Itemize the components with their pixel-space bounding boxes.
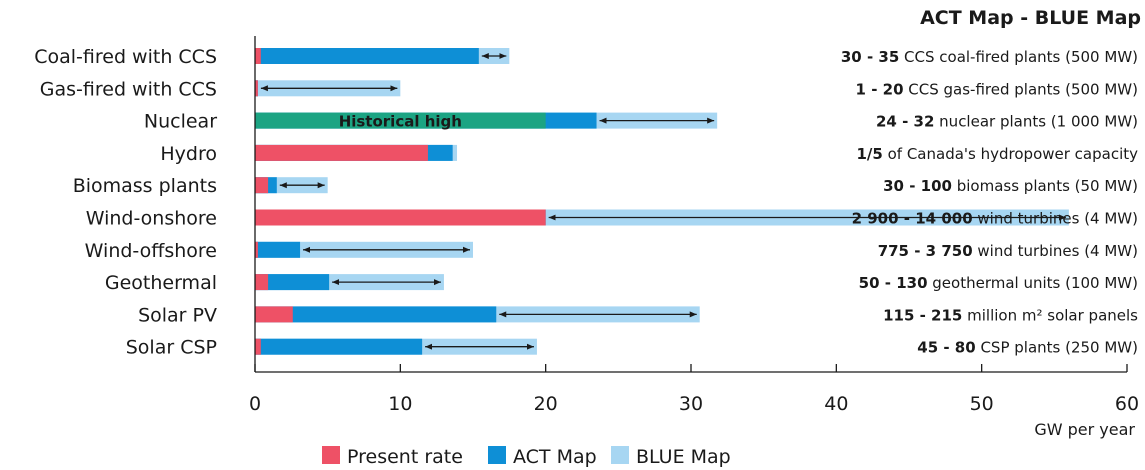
category-note: 30 - 100 biomass plants (50 MW) <box>883 177 1138 195</box>
category-label: Gas-fired with CCS <box>40 78 217 100</box>
legend-swatch <box>488 446 506 464</box>
category-note: 1 - 20 CCS gas-fired plants (500 MW) <box>856 80 1138 98</box>
bar-group <box>255 306 700 323</box>
legend-swatch <box>611 446 629 464</box>
bar-act-map <box>255 338 423 355</box>
note-text: nuclear plants (1 000 MW) <box>934 113 1138 131</box>
category-label: Solar CSP <box>126 337 217 359</box>
note-range: 30 - 35 <box>841 48 899 66</box>
bar-present-rate <box>255 177 269 194</box>
bar-act-map <box>255 241 301 258</box>
legend-label: BLUE Map <box>636 446 731 468</box>
bar-group <box>255 274 444 291</box>
category-label: Nuclear <box>144 111 217 133</box>
bar-present-rate <box>255 241 258 258</box>
note-range: 115 - 215 <box>883 306 962 324</box>
legend-label: Present rate <box>347 446 463 468</box>
note-text: wind turbines (4 MW) <box>973 210 1138 228</box>
x-tick-label: 10 <box>388 393 412 415</box>
legend: Present rate ACT Map BLUE Map <box>322 446 731 468</box>
bar-act-map <box>255 306 497 323</box>
bar-group: Historical high <box>255 112 718 131</box>
bar-historical-high <box>255 112 546 129</box>
category-note: 775 - 3 750 wind turbines (4 MW) <box>878 242 1138 260</box>
category-label: Wind-offshore <box>85 240 217 262</box>
bar-present-rate <box>255 144 428 161</box>
note-range: 50 - 130 <box>859 274 928 292</box>
category-note: 115 - 215 million m² solar panels <box>883 306 1138 324</box>
category-note: 45 - 80 CSP plants (250 MW) <box>917 339 1138 357</box>
x-tick-label: 60 <box>1115 393 1139 415</box>
note-range: 775 - 3 750 <box>878 242 973 260</box>
annotations: 30 - 35 CCS coal-fired plants (500 MW) 1 … <box>841 48 1138 357</box>
bar-present-rate <box>255 274 269 291</box>
bar-group <box>255 144 458 161</box>
x-tick-label: 30 <box>679 393 703 415</box>
category-note: 1/5 of Canada's hydropower capacity <box>856 145 1138 163</box>
category-note: 2 900 - 14 000 wind turbines (4 MW) <box>852 210 1138 228</box>
x-tick-label: 40 <box>824 393 848 415</box>
note-range: 1 - 20 <box>856 80 904 98</box>
chart-title: ACT Map - BLUE Map <box>920 7 1141 29</box>
historical-high-label: Historical high <box>339 113 462 131</box>
bar-group <box>255 177 328 194</box>
note-text: wind turbines (4 MW) <box>973 242 1138 260</box>
x-axis: 0 10 20 30 40 50 60 <box>249 36 1139 415</box>
category-label: Geothermal <box>105 272 217 294</box>
bar-group <box>255 80 401 97</box>
x-tick-label: 20 <box>534 393 558 415</box>
note-text: geothermal units (100 MW) <box>928 274 1138 292</box>
bar-group <box>255 338 537 355</box>
x-axis-unit-label: GW per year <box>1034 420 1135 439</box>
bars-layer: Historical high <box>255 48 1069 355</box>
bar-present-rate <box>255 306 293 323</box>
bar-act-map <box>255 48 479 64</box>
bar-group <box>255 241 473 258</box>
note-range: 1/5 <box>856 145 882 163</box>
legend-label: ACT Map <box>513 446 597 468</box>
category-note: 30 - 35 CCS coal-fired plants (500 MW) <box>841 48 1138 66</box>
category-labels: Coal-fired with CCS Gas-fired with CCS Nuc… <box>34 46 217 359</box>
bar-present-rate <box>255 209 546 226</box>
x-tick-label: 50 <box>970 393 994 415</box>
note-range: 2 900 - 14 000 <box>852 210 973 228</box>
bar-present-rate <box>255 48 261 64</box>
category-label: Biomass plants <box>73 175 217 197</box>
note-range: 45 - 80 <box>917 339 975 357</box>
category-note: 24 - 32 nuclear plants (1 000 MW) <box>876 113 1138 131</box>
bar-act-map <box>255 274 330 291</box>
category-note: 50 - 130 geothermal units (100 MW) <box>859 274 1138 292</box>
bar-group <box>255 209 1069 226</box>
bar-present-rate <box>255 338 261 355</box>
note-text: CCS gas-fired plants (500 MW) <box>904 80 1138 98</box>
bar-present-rate <box>255 80 258 97</box>
category-label: Hydro <box>160 143 217 165</box>
category-label: Solar PV <box>138 304 217 326</box>
x-tick-label: 0 <box>249 393 261 415</box>
note-text: of Canada's hydropower capacity <box>883 145 1138 163</box>
category-label: Wind-onshore <box>86 208 217 230</box>
note-text: CCS coal-fired plants (500 MW) <box>899 48 1138 66</box>
note-range: 30 - 100 <box>883 177 952 195</box>
note-text: CSP plants (250 MW) <box>976 339 1138 357</box>
note-text: biomass plants (50 MW) <box>952 177 1138 195</box>
note-range: 24 - 32 <box>876 113 934 131</box>
note-text: million m² solar panels <box>962 306 1138 324</box>
bar-group <box>255 48 510 64</box>
legend-swatch <box>322 446 340 464</box>
category-label: Coal-fired with CCS <box>34 46 217 68</box>
